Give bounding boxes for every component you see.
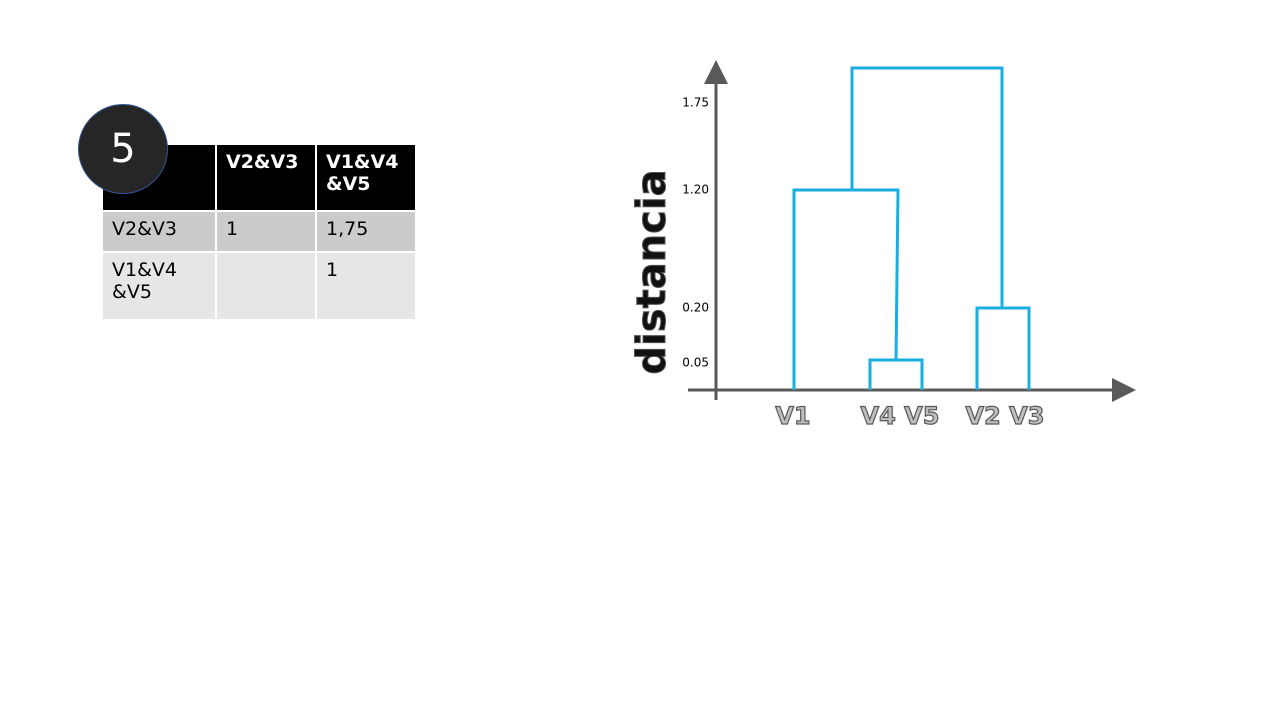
leaf-label: V1 (775, 402, 810, 430)
cell: 1 (315, 251, 417, 321)
row: V2&V3 1 1,75 (101, 210, 417, 253)
row-label: V1&V4 &V5 (101, 251, 217, 321)
header-cell: V1&V4 &V5 (315, 143, 417, 212)
cell (215, 251, 317, 321)
row-label: V2&V3 (101, 210, 217, 253)
merge-link (850, 66, 1004, 308)
row: V1&V4 &V5 1 (101, 251, 417, 321)
tick-label: 0.20 (682, 301, 709, 315)
distance-table: V2&V3 V1&V4 &V5 V2&V3 1 1,75 V1&V4 &V5 1 (101, 143, 417, 321)
cell: 1,75 (315, 210, 417, 253)
step-badge: 5 (78, 104, 168, 194)
leaf-label: V4 V5 (861, 402, 940, 430)
tick-label: 1.75 (682, 96, 709, 110)
merge-link (792, 188, 900, 390)
header-cell: V2&V3 (215, 143, 317, 212)
leaf-label: V2 V3 (966, 402, 1045, 430)
merge-link (868, 358, 924, 390)
header-row: V2&V3 V1&V4 &V5 (101, 143, 417, 212)
axis-label: distancia (629, 169, 675, 374)
merge-link (975, 306, 1031, 390)
cell: 1 (215, 210, 317, 253)
tick-label: 1.20 (682, 183, 709, 197)
tick-label: 0.05 (682, 356, 709, 370)
